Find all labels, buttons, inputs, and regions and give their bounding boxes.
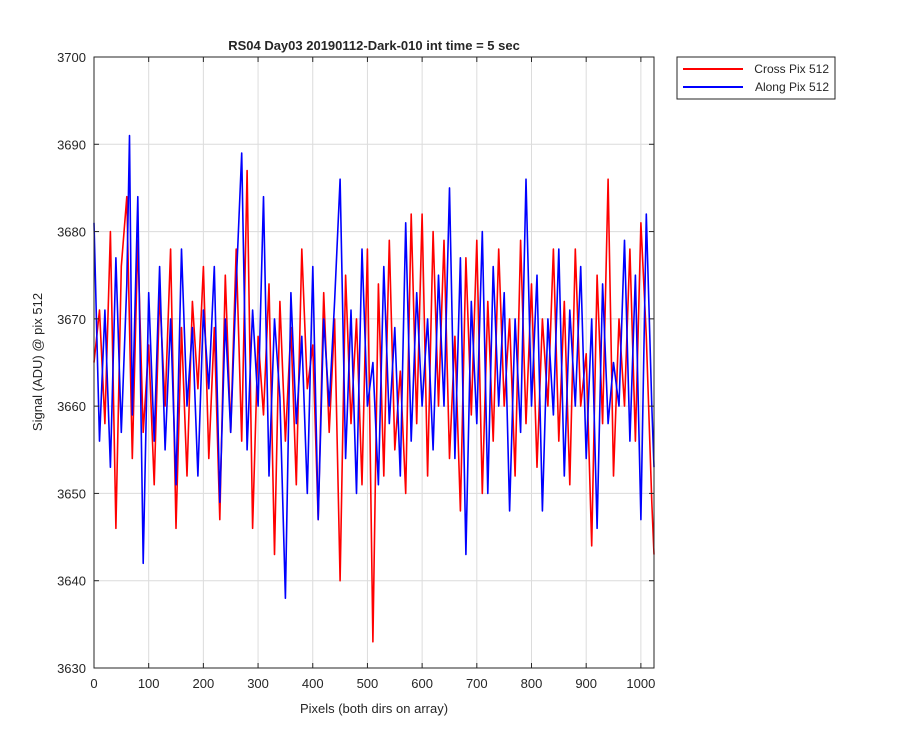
x-tick-label: 800 [521,676,543,691]
x-tick-label: 100 [138,676,160,691]
axis-ticks: 0 100 200 300 400 500 600 700 800 900 1000 3630 3640… [57,50,655,691]
x-tick-label: 300 [247,676,269,691]
y-tick-label: 3700 [57,50,86,65]
x-tick-label: 600 [411,676,433,691]
y-tick-label: 3650 [57,486,86,501]
legend: Cross Pix 512 Along Pix 512 [676,56,836,100]
y-tick-label: 3660 [57,399,86,414]
series-line-cross-pix-512 [93,169,655,643]
y-axis-label: Signal (ADU) @ pix 512 [30,293,45,431]
x-tick-label: 700 [466,676,488,691]
x-tick-label: 0 [90,676,97,691]
x-tick-label: 200 [193,676,215,691]
y-tick-label: 3670 [57,312,86,327]
x-tick-label: 500 [357,676,379,691]
y-tick-label: 3630 [57,661,86,676]
legend-label-cross: Cross Pix 512 [754,62,829,76]
y-tick-label: 3640 [57,574,86,589]
legend-label-along: Along Pix 512 [755,80,829,94]
x-tick-label: 900 [575,676,597,691]
chart-title: RS04 Day03 20190112-Dark-010 int time = … [228,38,520,53]
x-tick-label: 1000 [626,676,655,691]
y-tick-label: 3690 [57,137,86,152]
series-lines [93,134,655,643]
legend-box [676,56,836,100]
x-tick-label: 400 [302,676,324,691]
x-axis-label: Pixels (both dirs on array) [300,701,448,716]
series-line-along-pix-512 [93,134,655,600]
y-tick-label: 3680 [57,225,86,240]
plot-frame [93,56,655,669]
